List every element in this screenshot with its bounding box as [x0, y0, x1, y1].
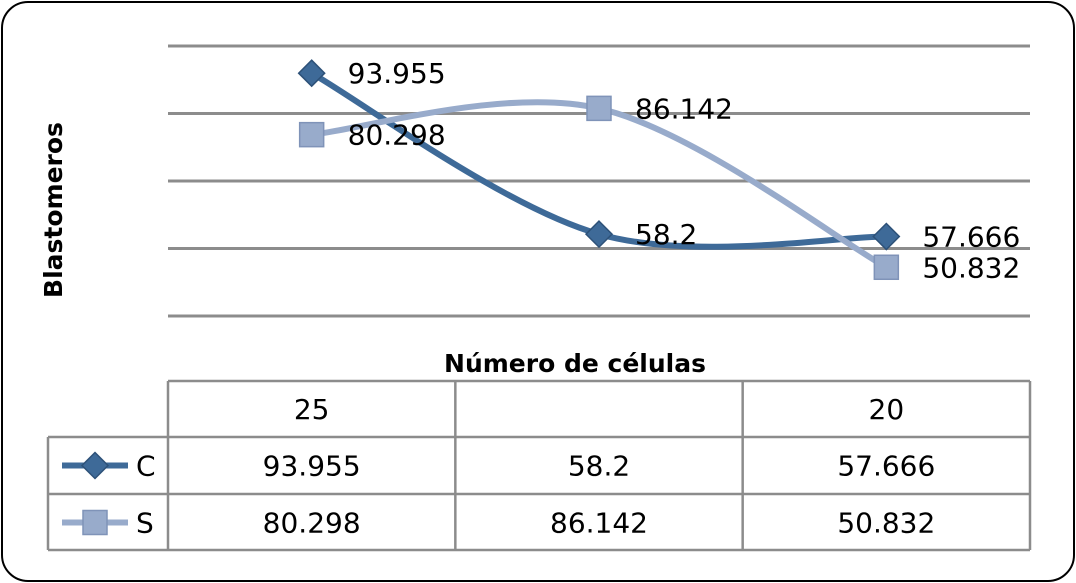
legend-marker-c — [80, 451, 110, 480]
data-label-s: 80.298 — [348, 119, 446, 152]
table-cell-c: 57.666 — [837, 450, 935, 483]
data-table: 25 20 C 93.955 58.2 57.666 S 80.298 86.142 50.832 — [46, 379, 1032, 552]
series-c-point — [584, 220, 614, 249]
series-c-point — [297, 59, 326, 88]
data-label-c: 57.666 — [922, 221, 1020, 254]
x-tick-label: 20 — [869, 393, 905, 426]
table-cell-c: 93.955 — [263, 450, 361, 483]
table-cell-s: 86.142 — [550, 507, 648, 540]
table-cell-c: 58.2 — [568, 450, 630, 483]
data-label-c: 58.2 — [635, 218, 697, 251]
table-cell-s: 50.832 — [837, 507, 935, 540]
data-label-s: 50.832 — [922, 251, 1020, 284]
series-s-point — [586, 95, 612, 122]
y-axis-title: Blastomeros — [39, 122, 68, 298]
data-labels: 93.955 58.2 57.666 80.298 86.142 50.832 — [348, 57, 1021, 284]
legend-marker-s — [82, 509, 108, 536]
series-s-point — [298, 121, 325, 148]
series-s-point — [873, 254, 900, 281]
series-c-point — [872, 222, 901, 251]
table-cell-s: 80.298 — [263, 507, 361, 540]
x-axis-title: Número de células — [444, 349, 706, 378]
data-label-s: 86.142 — [635, 92, 733, 125]
series-markers — [297, 59, 901, 281]
legend-label-s: S — [136, 507, 154, 540]
legend-label-c: C — [136, 450, 156, 483]
data-label-c: 93.955 — [348, 57, 446, 90]
x-tick-label: 25 — [294, 393, 330, 426]
